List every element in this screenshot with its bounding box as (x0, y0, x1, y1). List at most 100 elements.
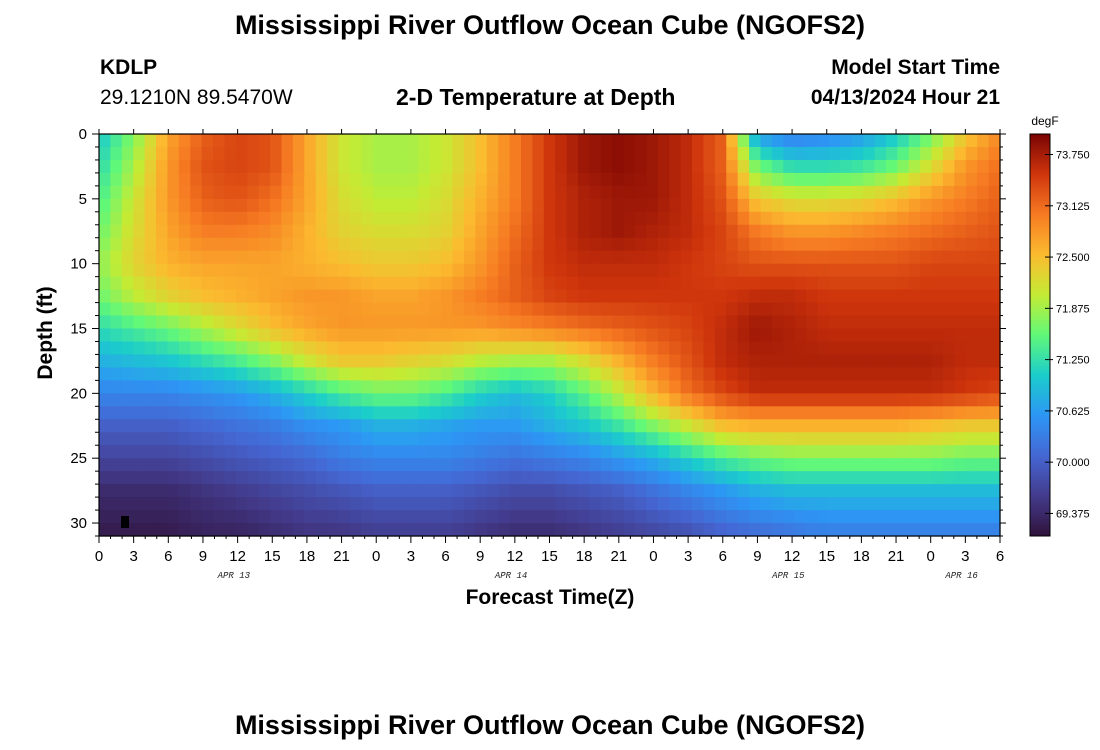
heatmap-cell (281, 458, 294, 472)
heatmap-cell (840, 406, 853, 420)
heatmap-cell (235, 406, 248, 420)
heatmap-cell (144, 172, 157, 187)
heatmap-cell (543, 393, 556, 407)
heatmap-cell (213, 419, 226, 433)
heatmap-cell (532, 198, 545, 213)
heatmap-cell (817, 146, 830, 161)
heatmap-cell (931, 354, 944, 369)
heatmap-cell (840, 289, 853, 304)
heatmap-cell (509, 302, 522, 317)
heatmap-cell (110, 211, 123, 226)
heatmap-cell (828, 172, 841, 187)
heatmap-cell (543, 237, 556, 252)
heatmap-cell (452, 458, 465, 472)
heatmap-cell (749, 471, 762, 485)
heatmap-cell (463, 172, 476, 187)
heatmap-cell (338, 172, 351, 187)
heatmap-cell (737, 276, 750, 291)
heatmap-cell (304, 146, 317, 161)
heatmap-cell (806, 172, 819, 187)
heatmap-cell (543, 497, 556, 511)
heatmap-cell (475, 276, 488, 291)
heatmap-cell (532, 406, 545, 420)
heatmap-cell (281, 159, 294, 174)
heatmap-cell (977, 198, 990, 213)
heatmap-cell (190, 354, 203, 369)
heatmap-cell (235, 354, 248, 369)
heatmap-cell (920, 146, 933, 161)
heatmap-cell (840, 302, 853, 317)
heatmap-cell (851, 211, 864, 226)
heatmap-cell (235, 263, 248, 278)
heatmap-cell (840, 380, 853, 394)
heatmap-cell (224, 393, 237, 407)
heatmap-cell (452, 198, 465, 213)
heatmap-cell (156, 341, 169, 356)
heatmap-cell (167, 276, 180, 291)
heatmap-cell (167, 523, 180, 537)
heatmap-cell (703, 354, 716, 369)
heatmap-cell (885, 380, 898, 394)
heatmap-cell (247, 211, 260, 226)
heatmap-cell (783, 211, 796, 226)
heatmap-cell (190, 250, 203, 265)
heatmap-cell (292, 523, 305, 537)
heatmap-cell (99, 198, 112, 213)
heatmap-cell (920, 172, 933, 187)
heatmap-cell (806, 276, 819, 291)
heatmap-cell (977, 341, 990, 356)
heatmap-cell (828, 159, 841, 174)
heatmap-cell (863, 289, 876, 304)
heatmap-cell (783, 367, 796, 381)
heatmap-cell (292, 172, 305, 187)
heatmap-cell (338, 523, 351, 537)
heatmap-cell (612, 172, 625, 187)
heatmap-cell (954, 497, 967, 511)
heatmap-cell (144, 432, 157, 446)
heatmap-cell (885, 237, 898, 252)
heatmap-cell (942, 146, 955, 161)
heatmap-cell (851, 497, 864, 511)
heatmap-cell (213, 263, 226, 278)
heatmap-cell (247, 302, 260, 317)
heatmap-cell (965, 471, 978, 485)
heatmap-cell (281, 471, 294, 485)
heatmap-cell (486, 406, 499, 420)
heatmap-cell (281, 289, 294, 304)
heatmap-cell (156, 354, 169, 369)
heatmap-cell (669, 393, 682, 407)
heatmap-cell (258, 367, 271, 381)
heatmap-cell (167, 302, 180, 317)
heatmap-cell (600, 276, 613, 291)
heatmap-cell (167, 406, 180, 420)
heatmap-cell (452, 341, 465, 356)
heatmap-cell (201, 146, 214, 161)
heatmap-cell (669, 159, 682, 174)
heatmap-cell (623, 497, 636, 511)
heatmap-cell (954, 185, 967, 200)
heatmap-cell (555, 341, 568, 356)
heatmap-cell (144, 367, 157, 381)
heatmap-cell (361, 159, 374, 174)
heatmap-cell (817, 328, 830, 343)
heatmap-cell (920, 510, 933, 524)
heatmap-cell (794, 380, 807, 394)
heatmap-cell (828, 302, 841, 317)
heatmap-cell (692, 510, 705, 524)
heatmap-cell (224, 380, 237, 394)
heatmap-cell (783, 393, 796, 407)
heatmap-cell (555, 159, 568, 174)
heatmap-cell (498, 146, 511, 161)
heatmap-cell (931, 198, 944, 213)
heatmap-cell (281, 328, 294, 343)
heatmap-cell (463, 497, 476, 511)
heatmap-cell (281, 263, 294, 278)
heatmap-cell (965, 510, 978, 524)
heatmap-cell (498, 354, 511, 369)
heatmap-cell (156, 185, 169, 200)
heatmap-cell (498, 198, 511, 213)
heatmap-cell (349, 315, 362, 330)
heatmap-cell (475, 198, 488, 213)
heatmap-cell (942, 484, 955, 498)
heatmap-cell (292, 211, 305, 226)
